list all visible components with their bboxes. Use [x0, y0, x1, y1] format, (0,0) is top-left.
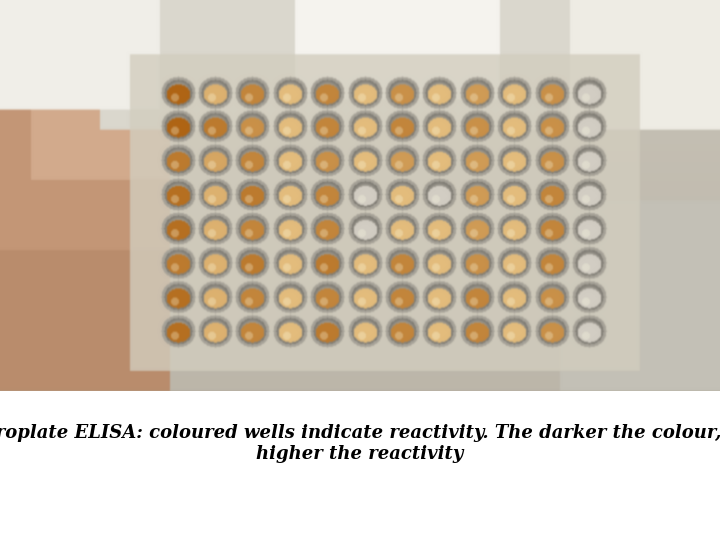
Text: Microplate ELISA: coloured wells indicate reactivity. The darker the colour, the: Microplate ELISA: coloured wells indicat…: [0, 424, 720, 463]
